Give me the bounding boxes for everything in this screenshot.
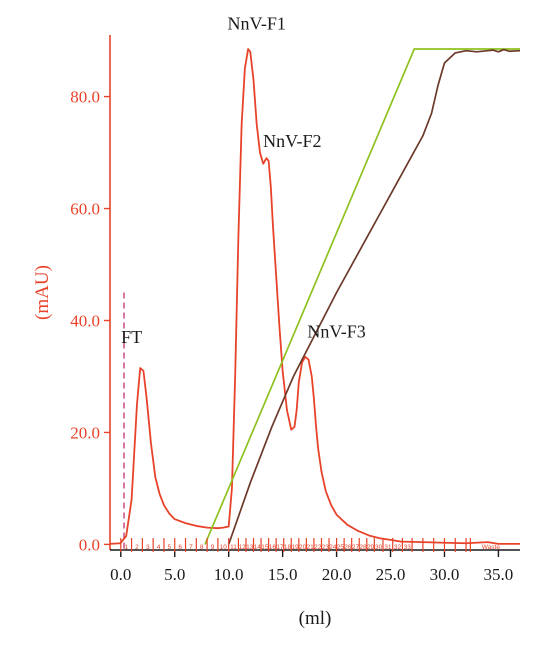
x-tick-label: 10.0 [214, 565, 244, 584]
fraction-label: 3 [146, 544, 150, 551]
fraction-label: 29 [367, 544, 375, 551]
fraction-label: 18 [284, 544, 292, 551]
fraction-label: 27 [352, 544, 360, 551]
peak-annotation: NnV-F1 [228, 13, 286, 33]
fraction-label: 4 [157, 544, 161, 551]
fraction-label: 5 [168, 544, 172, 551]
fraction-label: 26 [344, 544, 352, 551]
fraction-label: 23 [322, 544, 330, 551]
fraction-label: 32 [394, 544, 402, 551]
x-tick-label: 0.0 [110, 565, 131, 584]
fraction-label: 24 [329, 544, 337, 551]
fraction-label: 2 [135, 544, 139, 551]
peak-annotation: FT [121, 327, 142, 347]
y-tick-label: 20.0 [70, 423, 100, 442]
fraction-label: 15 [261, 544, 269, 551]
fraction-label: 12 [239, 544, 247, 551]
fraction-label: 22 [314, 544, 322, 551]
series-line-1 [109, 48, 520, 545]
fraction-label: 6 [178, 544, 182, 551]
y-tick-label: 0.0 [79, 535, 100, 554]
fraction-label: 16 [269, 544, 277, 551]
series-line-2 [204, 48, 520, 545]
y-axis-title: (mAU) [32, 265, 53, 320]
x-tick-label: 15.0 [268, 565, 298, 584]
fraction-label: 33 [404, 544, 412, 551]
x-axis-title: (ml) [299, 608, 332, 629]
fraction-label: 9 [211, 544, 215, 551]
x-tick-label: 25.0 [376, 565, 406, 584]
peak-annotation: NnV-F2 [263, 131, 321, 151]
fraction-label: 8 [200, 544, 204, 551]
fraction-label: 21 [307, 544, 315, 551]
x-tick-label: 5.0 [164, 565, 185, 584]
fraction-label: 7 [189, 544, 193, 551]
fraction-label: 31 [384, 544, 392, 551]
x-tick-label: 30.0 [430, 565, 460, 584]
series-line-3 [227, 48, 521, 545]
y-tick-label: 80.0 [70, 88, 100, 107]
fraction-label: 30 [375, 544, 383, 551]
fraction-label: 19 [291, 544, 299, 551]
x-tick-label: 20.0 [322, 565, 352, 584]
fraction-label: 17 [276, 544, 284, 551]
fraction-label: 14 [254, 544, 262, 551]
fraction-label: 10 [220, 544, 228, 551]
fraction-label: 13 [246, 544, 254, 551]
fraction-label: 28 [359, 544, 367, 551]
x-tick-label: 35.0 [484, 565, 514, 584]
fraction-label: Waste [482, 544, 501, 551]
y-tick-label: 40.0 [70, 311, 100, 330]
y-tick-label: 60.0 [70, 200, 100, 219]
fraction-label: 25 [337, 544, 345, 551]
fraction-label: 11 [230, 544, 237, 551]
fraction-label: 20 [299, 544, 307, 551]
peak-annotation: NnV-F3 [307, 321, 365, 341]
fraction-label: 1 [124, 544, 128, 551]
